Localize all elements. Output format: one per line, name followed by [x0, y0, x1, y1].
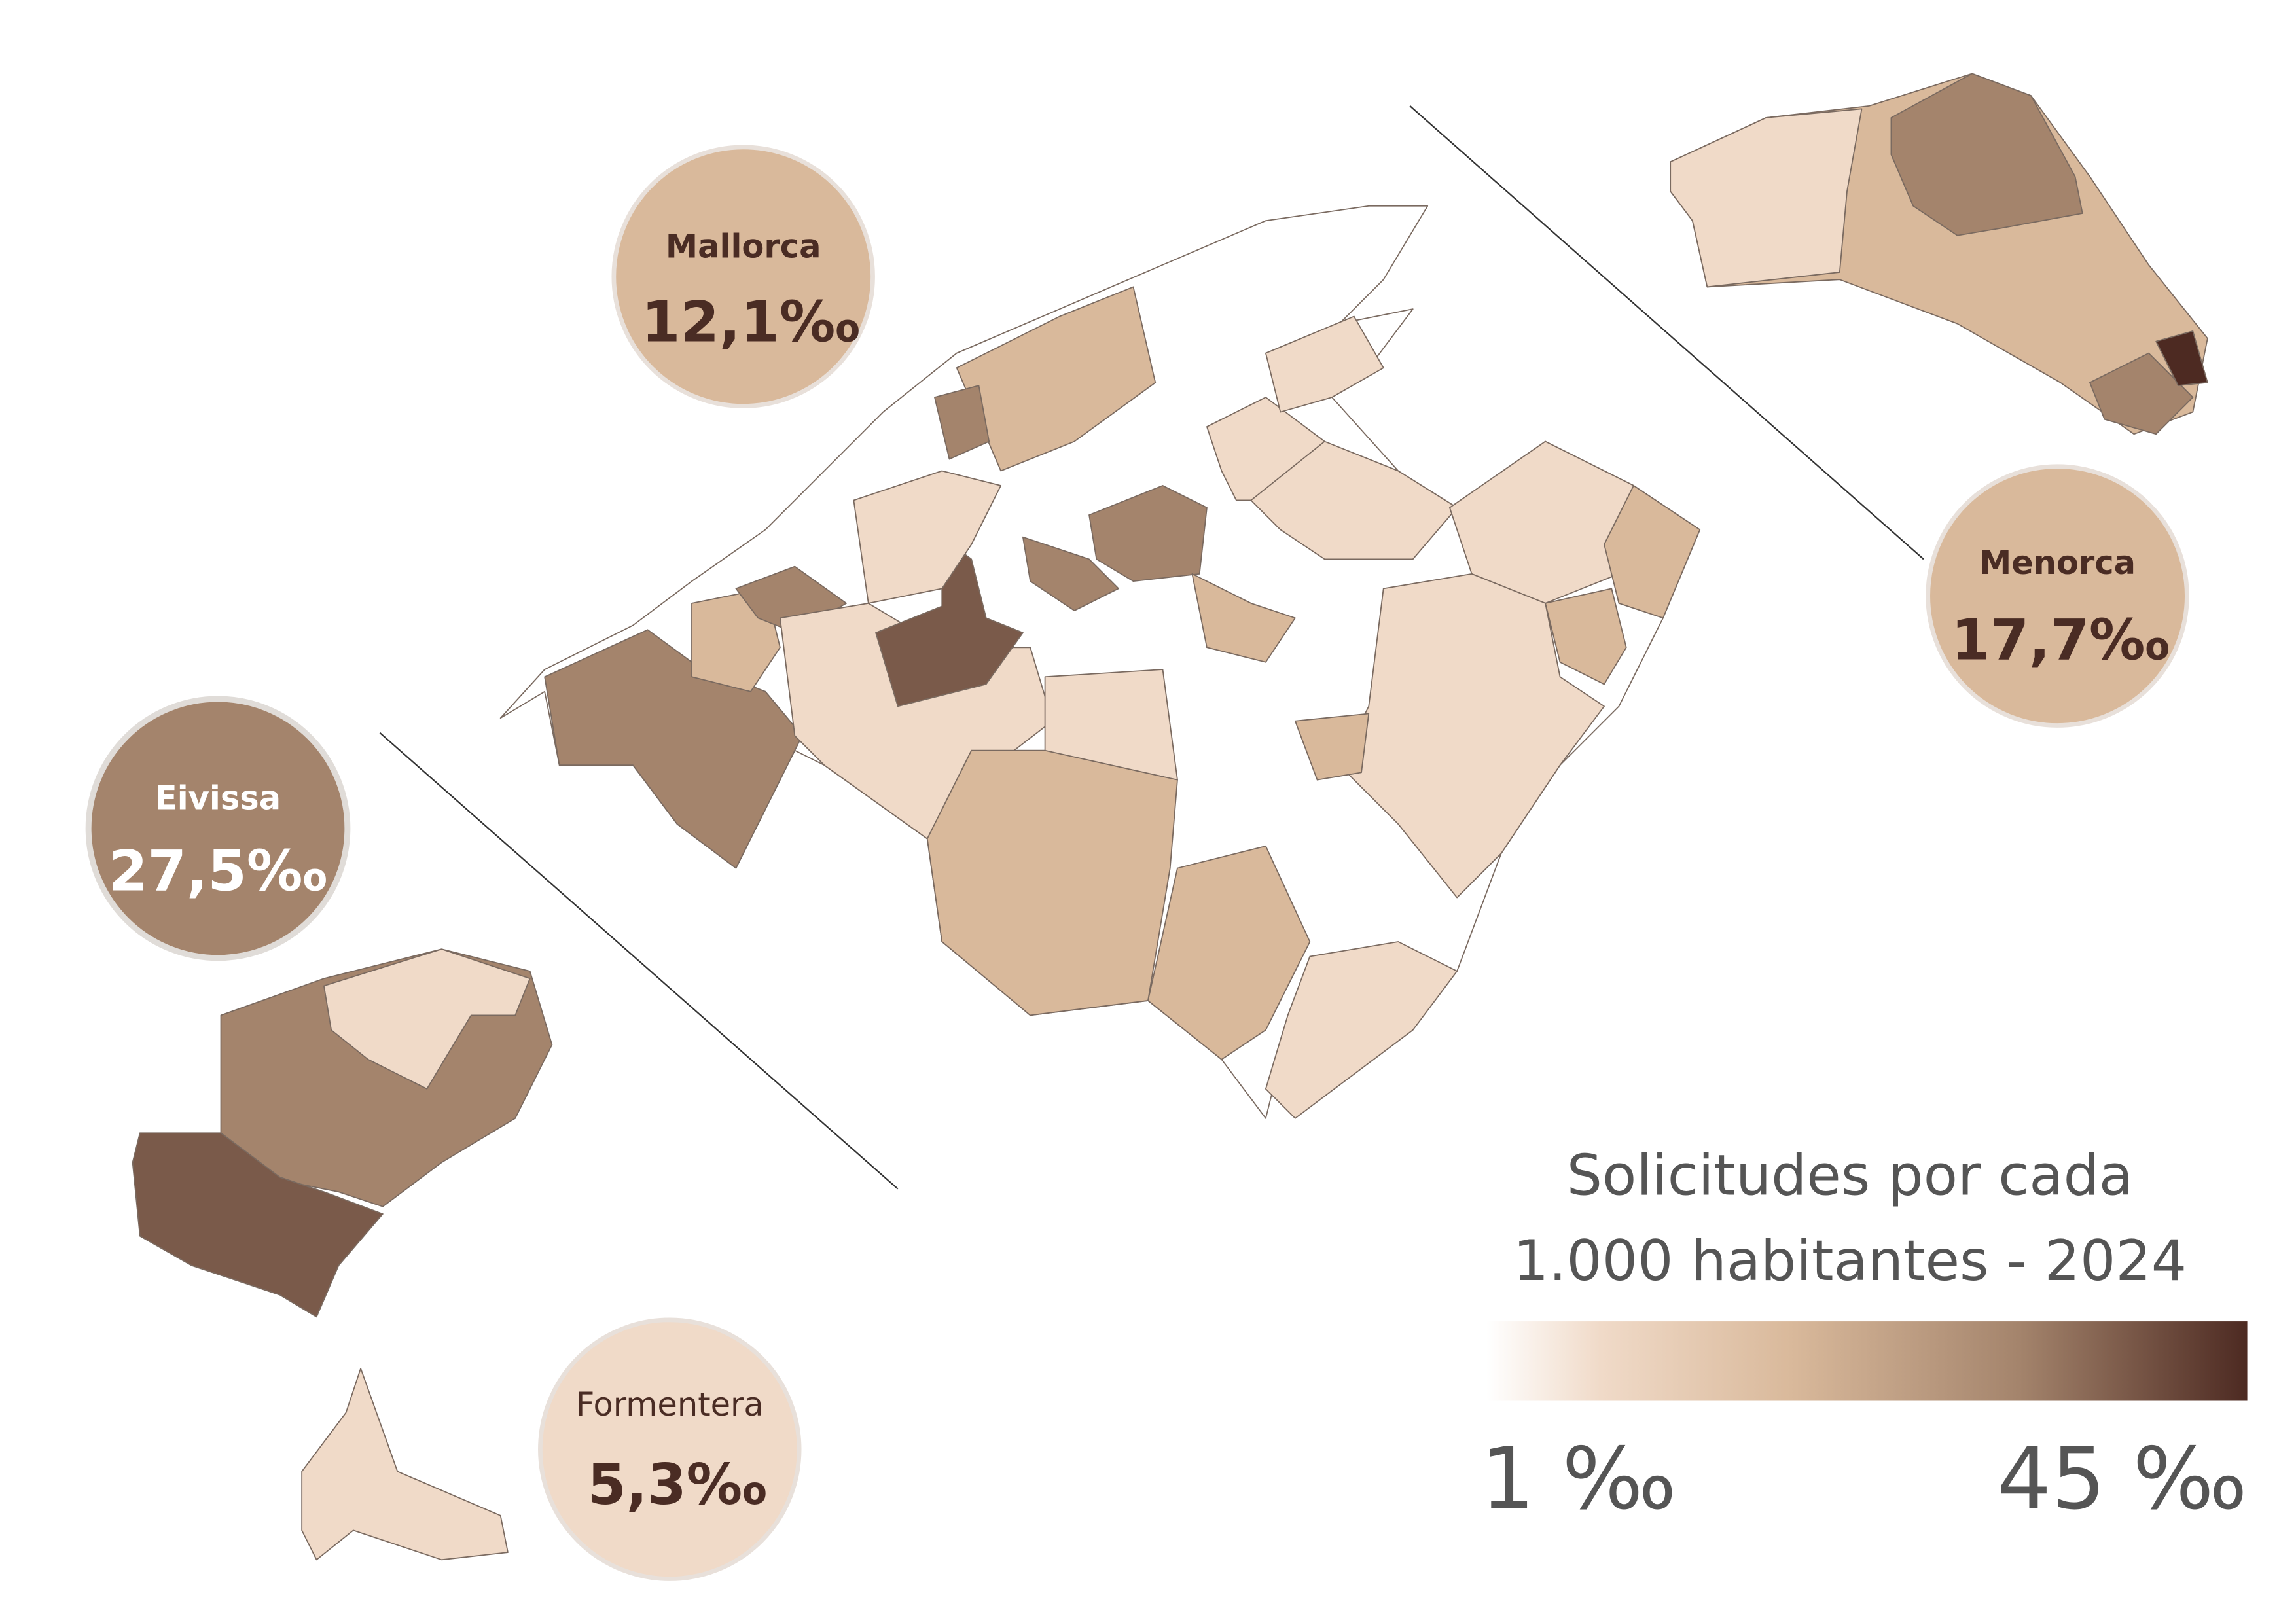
island-badge: Mallorca 12,1‰ — [611, 145, 875, 408]
legend-title: Solicitudes por cada — [1567, 1144, 2133, 1209]
divider — [1409, 105, 1924, 560]
menorca-map — [1670, 73, 2208, 435]
formentera-map — [301, 1368, 509, 1561]
legend-min: 1 ‰ — [1480, 1429, 1676, 1529]
island-value: 5,3‰ — [587, 1453, 766, 1518]
legend: Solicitudes por cada 1.000 habitantes - … — [1480, 1144, 2248, 1529]
badge-circle — [1926, 464, 2189, 728]
color-scale — [1486, 1321, 2248, 1401]
mallorca-map — [499, 205, 1701, 1119]
island-badge: Formentera 5,3‰ — [538, 1317, 802, 1581]
island-value: 17,7‰ — [1951, 608, 2170, 673]
island-badge: Eivissa 27,5‰ — [85, 696, 351, 961]
legend-max: 45 ‰ — [1997, 1429, 2247, 1529]
badge-circle — [85, 696, 351, 961]
badge-circle — [611, 145, 875, 408]
legend-title: 1.000 habitantes - 2024 — [1513, 1229, 2187, 1294]
island-name: Eivissa — [155, 779, 281, 817]
island-value: 12,1‰ — [641, 291, 860, 355]
badge-circle — [538, 1317, 802, 1581]
island-name: Menorca — [1979, 544, 2136, 582]
island-name: Mallorca — [666, 227, 821, 265]
eivissa-map — [132, 948, 553, 1318]
island-value: 27,5‰ — [109, 839, 327, 904]
island-badge: Menorca 17,7‰ — [1926, 464, 2189, 728]
island-name: Formentera — [576, 1385, 764, 1423]
divider — [379, 732, 899, 1190]
